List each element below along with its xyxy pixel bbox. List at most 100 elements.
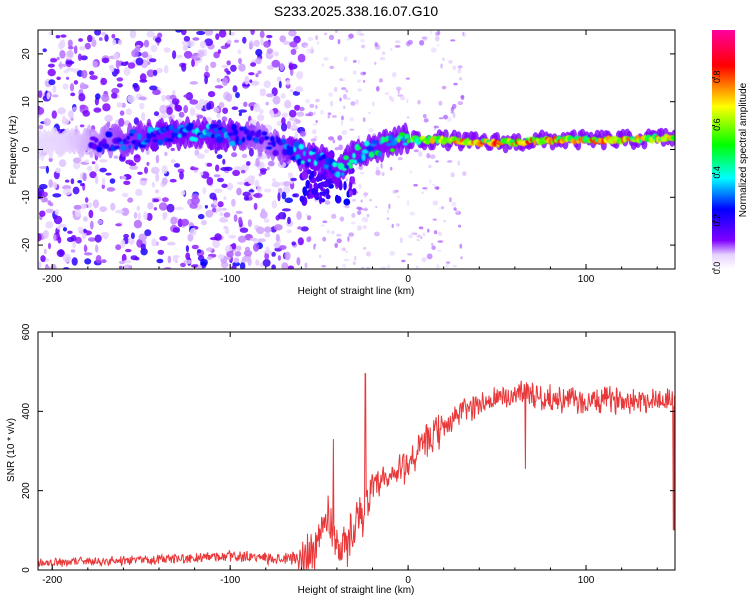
- heatmap-cell: [312, 123, 318, 126]
- heatmap-cell: [407, 253, 413, 256]
- heatmap-cell: [119, 141, 125, 145]
- chart-title: S233.2025.338.16.07.G10: [274, 3, 438, 19]
- heatmap-cell: [394, 40, 401, 44]
- heatmap-cell: [328, 136, 334, 141]
- heatmap-cell: [141, 112, 146, 121]
- heatmap-cell: [426, 153, 431, 159]
- heatmap-cell: [197, 249, 202, 254]
- heatmap-cell: [271, 140, 276, 148]
- heatmap-cell: [276, 76, 282, 83]
- heatmap-cell: [93, 107, 102, 113]
- colorbar-tick-label: 0.6: [712, 118, 722, 131]
- heatmap-cell: [446, 116, 452, 122]
- heatmap-cell: [84, 159, 89, 163]
- heatmap-cell: [180, 218, 190, 226]
- heatmap-cell: [221, 116, 228, 122]
- heatmap-cell: [78, 93, 86, 102]
- heatmap-cell: [235, 92, 240, 99]
- heatmap-cell: [196, 114, 204, 119]
- heatmap-cell: [395, 86, 402, 91]
- heatmap-cell: [172, 50, 177, 60]
- heatmap-cell: [379, 56, 386, 61]
- heatmap-cell: [256, 185, 262, 193]
- heatmap-cell: [226, 39, 232, 45]
- heatmap-cell: [263, 40, 271, 48]
- heatmap-cell: [315, 98, 320, 103]
- heatmap-cell: [337, 39, 341, 45]
- heatmap-cell: [137, 171, 143, 175]
- heatmap-cell: [217, 49, 221, 54]
- heatmap-cell: [378, 78, 383, 83]
- heatmap-cell: [255, 157, 260, 167]
- heatmap-cell: [47, 63, 55, 68]
- heatmap-cell: [136, 205, 141, 211]
- heatmap-cell: [152, 69, 158, 76]
- heatmap-cell: [120, 239, 126, 248]
- heatmap-cell: [306, 48, 312, 54]
- heatmap-cell: [417, 99, 421, 105]
- heatmap-cell: [361, 44, 366, 49]
- heatmap-cell: [445, 263, 449, 268]
- heatmap-cell: [307, 215, 312, 221]
- heatmap-cell: [286, 120, 291, 130]
- heatmap-cell: [443, 114, 448, 120]
- heatmap-cell: [209, 237, 219, 241]
- heatmap-cell: [453, 82, 458, 86]
- heatmap-cell: [228, 140, 236, 147]
- heatmap-cell: [170, 159, 176, 164]
- heatmap-cell: [388, 134, 394, 142]
- heatmap-cell: [75, 209, 81, 217]
- heatmap-cell: [186, 40, 195, 48]
- heatmap-cell: [331, 170, 335, 174]
- heatmap-cell: [296, 71, 304, 80]
- heatmap-cell: [251, 130, 255, 136]
- heatmap-cell: [181, 30, 187, 36]
- heatmap-cell: [83, 252, 93, 256]
- heatmap-cell: [307, 158, 311, 163]
- heatmap-cell: [343, 105, 346, 110]
- heatmap-cell: [350, 222, 354, 225]
- heatmap-cell: [427, 228, 430, 233]
- heatmap-cell: [354, 255, 357, 261]
- heatmap-cell: [458, 224, 462, 228]
- heatmap-cell: [38, 261, 42, 269]
- heatmap-cell: [455, 209, 460, 214]
- heatmap-cell: [380, 162, 383, 169]
- heatmap-cell: [89, 171, 97, 179]
- heatmap-cell: [243, 129, 250, 135]
- heatmap-cell: [431, 245, 436, 250]
- heatmap-cell: [71, 257, 78, 266]
- heatmap-cell: [84, 197, 89, 203]
- heatmap-cell: [144, 139, 151, 143]
- heatmap-cell: [264, 226, 272, 233]
- heatmap-cell: [313, 182, 318, 190]
- heatmap-cell: [327, 112, 332, 115]
- heatmap-cell: [363, 195, 367, 198]
- heatmap-cell: [253, 103, 261, 113]
- heatmap-cell: [409, 170, 413, 174]
- heatmap-cell: [381, 51, 386, 56]
- heatmap-cell: [123, 259, 132, 264]
- heatmap-cell: [462, 31, 465, 36]
- heatmap-cell: [83, 244, 87, 253]
- y-tick-label: -10: [21, 190, 32, 205]
- heatmap-cell: [181, 40, 188, 46]
- heatmap-cell: [95, 244, 99, 253]
- heatmap-cell: [126, 135, 131, 140]
- heatmap-cell: [339, 216, 345, 222]
- x-tick-label: 100: [578, 274, 595, 285]
- heatmap-cell: [120, 145, 127, 151]
- heatmap-cell: [309, 103, 315, 109]
- heatmap-cell: [369, 199, 372, 202]
- heatmap-cell: [151, 133, 157, 138]
- heatmap-cell: [115, 244, 122, 251]
- heatmap-cell: [297, 237, 304, 246]
- heatmap-cell: [70, 249, 76, 253]
- heatmap-cell: [146, 69, 155, 78]
- heatmap-cell: [277, 192, 281, 202]
- heatmap-cell: [118, 260, 125, 265]
- heatmap-cell: [189, 81, 198, 85]
- heatmap-cell: [95, 93, 101, 100]
- heatmap-cell: [350, 176, 356, 184]
- heatmap-cell: [263, 80, 271, 88]
